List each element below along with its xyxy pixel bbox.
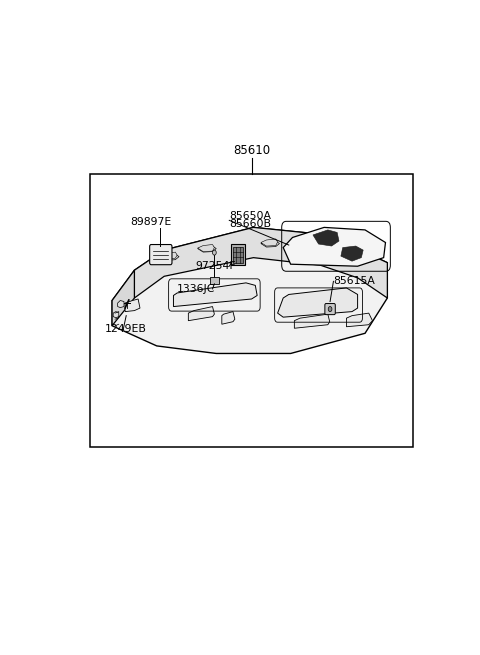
Polygon shape	[198, 244, 215, 252]
Polygon shape	[347, 313, 372, 327]
Text: 85660B: 85660B	[229, 219, 271, 229]
Text: 1249EB: 1249EB	[105, 324, 146, 334]
FancyBboxPatch shape	[325, 303, 335, 314]
Bar	[233, 246, 243, 263]
Polygon shape	[113, 312, 119, 318]
Polygon shape	[341, 246, 363, 261]
Polygon shape	[173, 283, 257, 307]
Bar	[210, 277, 219, 284]
Text: 85610: 85610	[233, 144, 270, 157]
Polygon shape	[112, 227, 387, 354]
Bar	[90, 174, 413, 447]
Polygon shape	[134, 227, 387, 298]
Text: 97254F: 97254F	[196, 261, 237, 271]
Polygon shape	[277, 288, 358, 317]
FancyBboxPatch shape	[150, 244, 172, 265]
Polygon shape	[118, 301, 124, 308]
Polygon shape	[166, 254, 179, 260]
Text: 89897E: 89897E	[131, 217, 172, 227]
Polygon shape	[112, 271, 134, 326]
Polygon shape	[283, 227, 385, 266]
Polygon shape	[261, 241, 279, 247]
Polygon shape	[313, 230, 339, 246]
Bar	[231, 244, 245, 265]
Circle shape	[213, 250, 216, 255]
Polygon shape	[222, 312, 235, 324]
Polygon shape	[198, 246, 216, 252]
Polygon shape	[125, 299, 140, 312]
Polygon shape	[166, 252, 177, 259]
Polygon shape	[188, 307, 215, 321]
Text: 1336JC: 1336JC	[177, 284, 216, 294]
Polygon shape	[294, 314, 330, 328]
Text: 85615A: 85615A	[334, 276, 375, 286]
Polygon shape	[261, 239, 277, 246]
Circle shape	[328, 307, 332, 312]
Text: 85650A: 85650A	[229, 212, 271, 221]
